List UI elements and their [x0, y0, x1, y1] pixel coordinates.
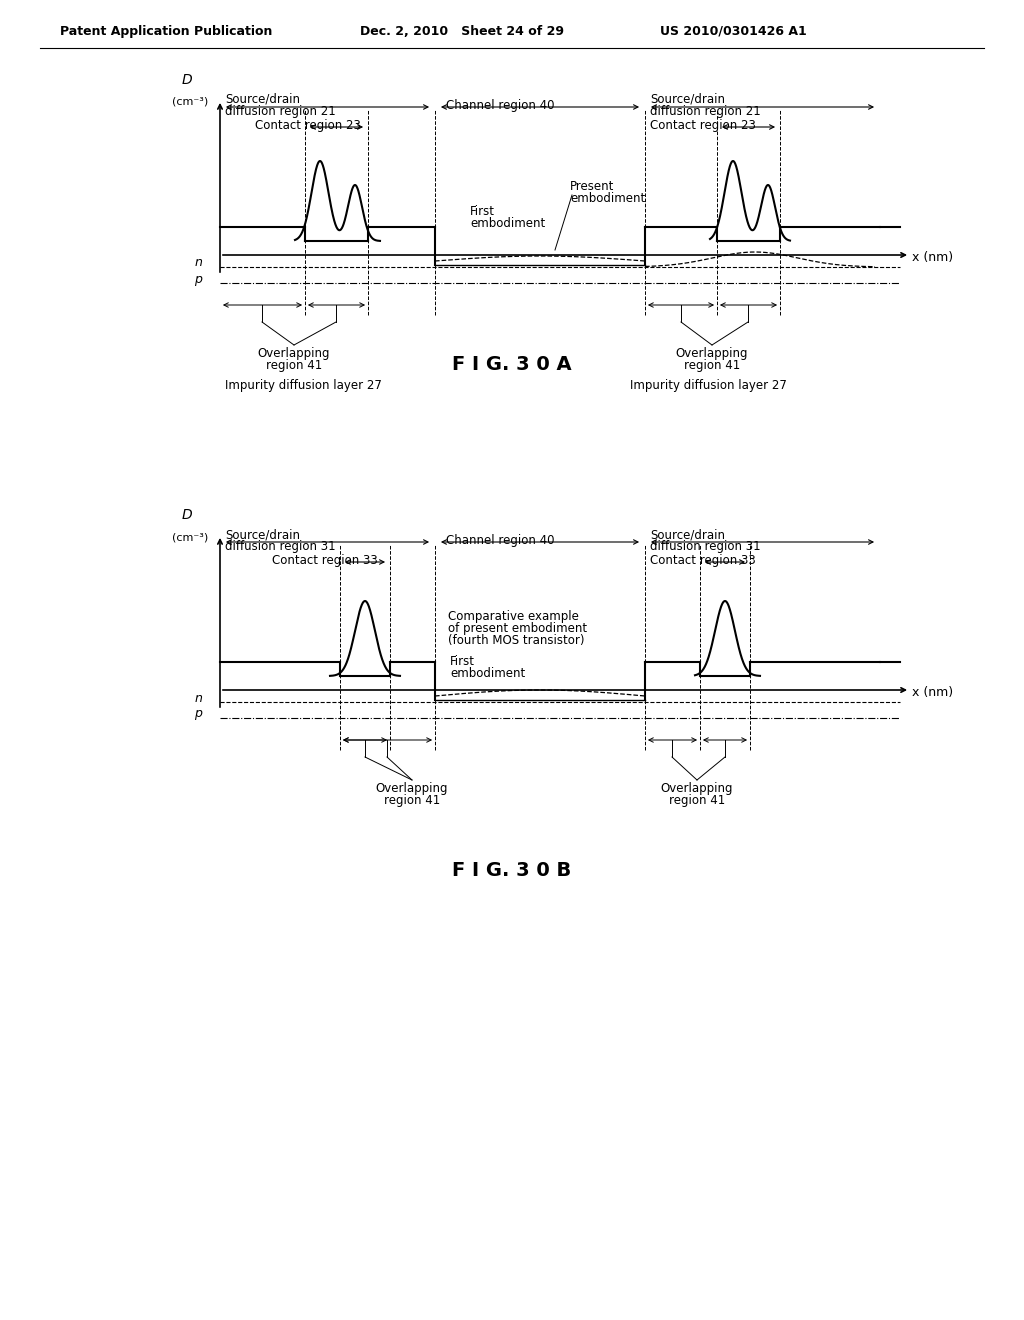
Text: diffusion region 21: diffusion region 21 [650, 106, 761, 117]
Text: x (nm): x (nm) [912, 686, 953, 700]
Text: F I G. 3 0 B: F I G. 3 0 B [453, 861, 571, 879]
Text: First: First [450, 655, 475, 668]
Text: diffusion region 31: diffusion region 31 [225, 540, 336, 553]
Text: Channel region 40: Channel region 40 [445, 99, 554, 112]
Text: Patent Application Publication: Patent Application Publication [60, 25, 272, 38]
Text: Overlapping: Overlapping [676, 347, 749, 360]
Text: (cm⁻³): (cm⁻³) [172, 96, 208, 107]
Text: Overlapping: Overlapping [258, 347, 331, 360]
Text: region 41: region 41 [266, 359, 323, 372]
Text: Contact region 33: Contact region 33 [272, 554, 378, 568]
Text: Overlapping: Overlapping [660, 781, 733, 795]
Text: Source/drain: Source/drain [225, 92, 300, 106]
Text: Overlapping: Overlapping [376, 781, 449, 795]
Text: Channel region 40: Channel region 40 [445, 535, 554, 546]
Text: First: First [470, 205, 495, 218]
Text: p: p [195, 272, 202, 285]
Text: F I G. 3 0 A: F I G. 3 0 A [453, 355, 571, 375]
Text: Impurity diffusion layer 27: Impurity diffusion layer 27 [225, 379, 382, 392]
Text: Contact region 23: Contact region 23 [255, 119, 360, 132]
Text: embodiment: embodiment [570, 191, 645, 205]
Text: embodiment: embodiment [470, 216, 545, 230]
Text: Contact region 33: Contact region 33 [650, 554, 756, 568]
Text: x (nm): x (nm) [912, 251, 953, 264]
Text: region 41: region 41 [384, 795, 440, 807]
Text: D: D [182, 73, 193, 87]
Text: D: D [182, 508, 193, 521]
Text: n: n [195, 256, 202, 269]
Text: Present: Present [570, 180, 614, 193]
Text: (fourth MOS transistor): (fourth MOS transistor) [449, 634, 585, 647]
Text: embodiment: embodiment [450, 667, 525, 680]
Text: n: n [195, 692, 202, 705]
Text: Dec. 2, 2010   Sheet 24 of 29: Dec. 2, 2010 Sheet 24 of 29 [360, 25, 564, 38]
Text: diffusion region 21: diffusion region 21 [225, 106, 336, 117]
Text: Contact region 23: Contact region 23 [650, 119, 756, 132]
Text: region 41: region 41 [684, 359, 740, 372]
Text: of present embodiment: of present embodiment [449, 622, 587, 635]
Text: Source/drain: Source/drain [225, 528, 300, 541]
Text: Impurity diffusion layer 27: Impurity diffusion layer 27 [630, 379, 786, 392]
Text: US 2010/0301426 A1: US 2010/0301426 A1 [660, 25, 807, 38]
Text: Comparative example: Comparative example [449, 610, 579, 623]
Text: (cm⁻³): (cm⁻³) [172, 532, 208, 543]
Text: p: p [195, 708, 202, 721]
Text: Source/drain: Source/drain [650, 92, 725, 106]
Text: diffusion region 31: diffusion region 31 [650, 540, 761, 553]
Text: region 41: region 41 [669, 795, 725, 807]
Text: Source/drain: Source/drain [650, 528, 725, 541]
